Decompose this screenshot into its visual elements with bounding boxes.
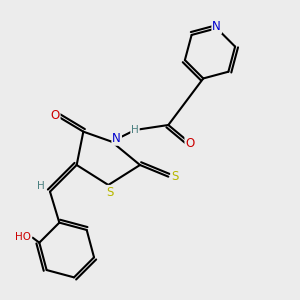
Text: N: N xyxy=(112,132,121,145)
Text: O: O xyxy=(185,137,195,150)
Text: S: S xyxy=(106,186,114,199)
Text: O: O xyxy=(50,109,60,122)
Text: N: N xyxy=(212,20,221,33)
Text: HO: HO xyxy=(15,232,31,242)
Text: H: H xyxy=(37,181,44,191)
Text: S: S xyxy=(171,170,179,183)
Text: H: H xyxy=(131,125,139,135)
